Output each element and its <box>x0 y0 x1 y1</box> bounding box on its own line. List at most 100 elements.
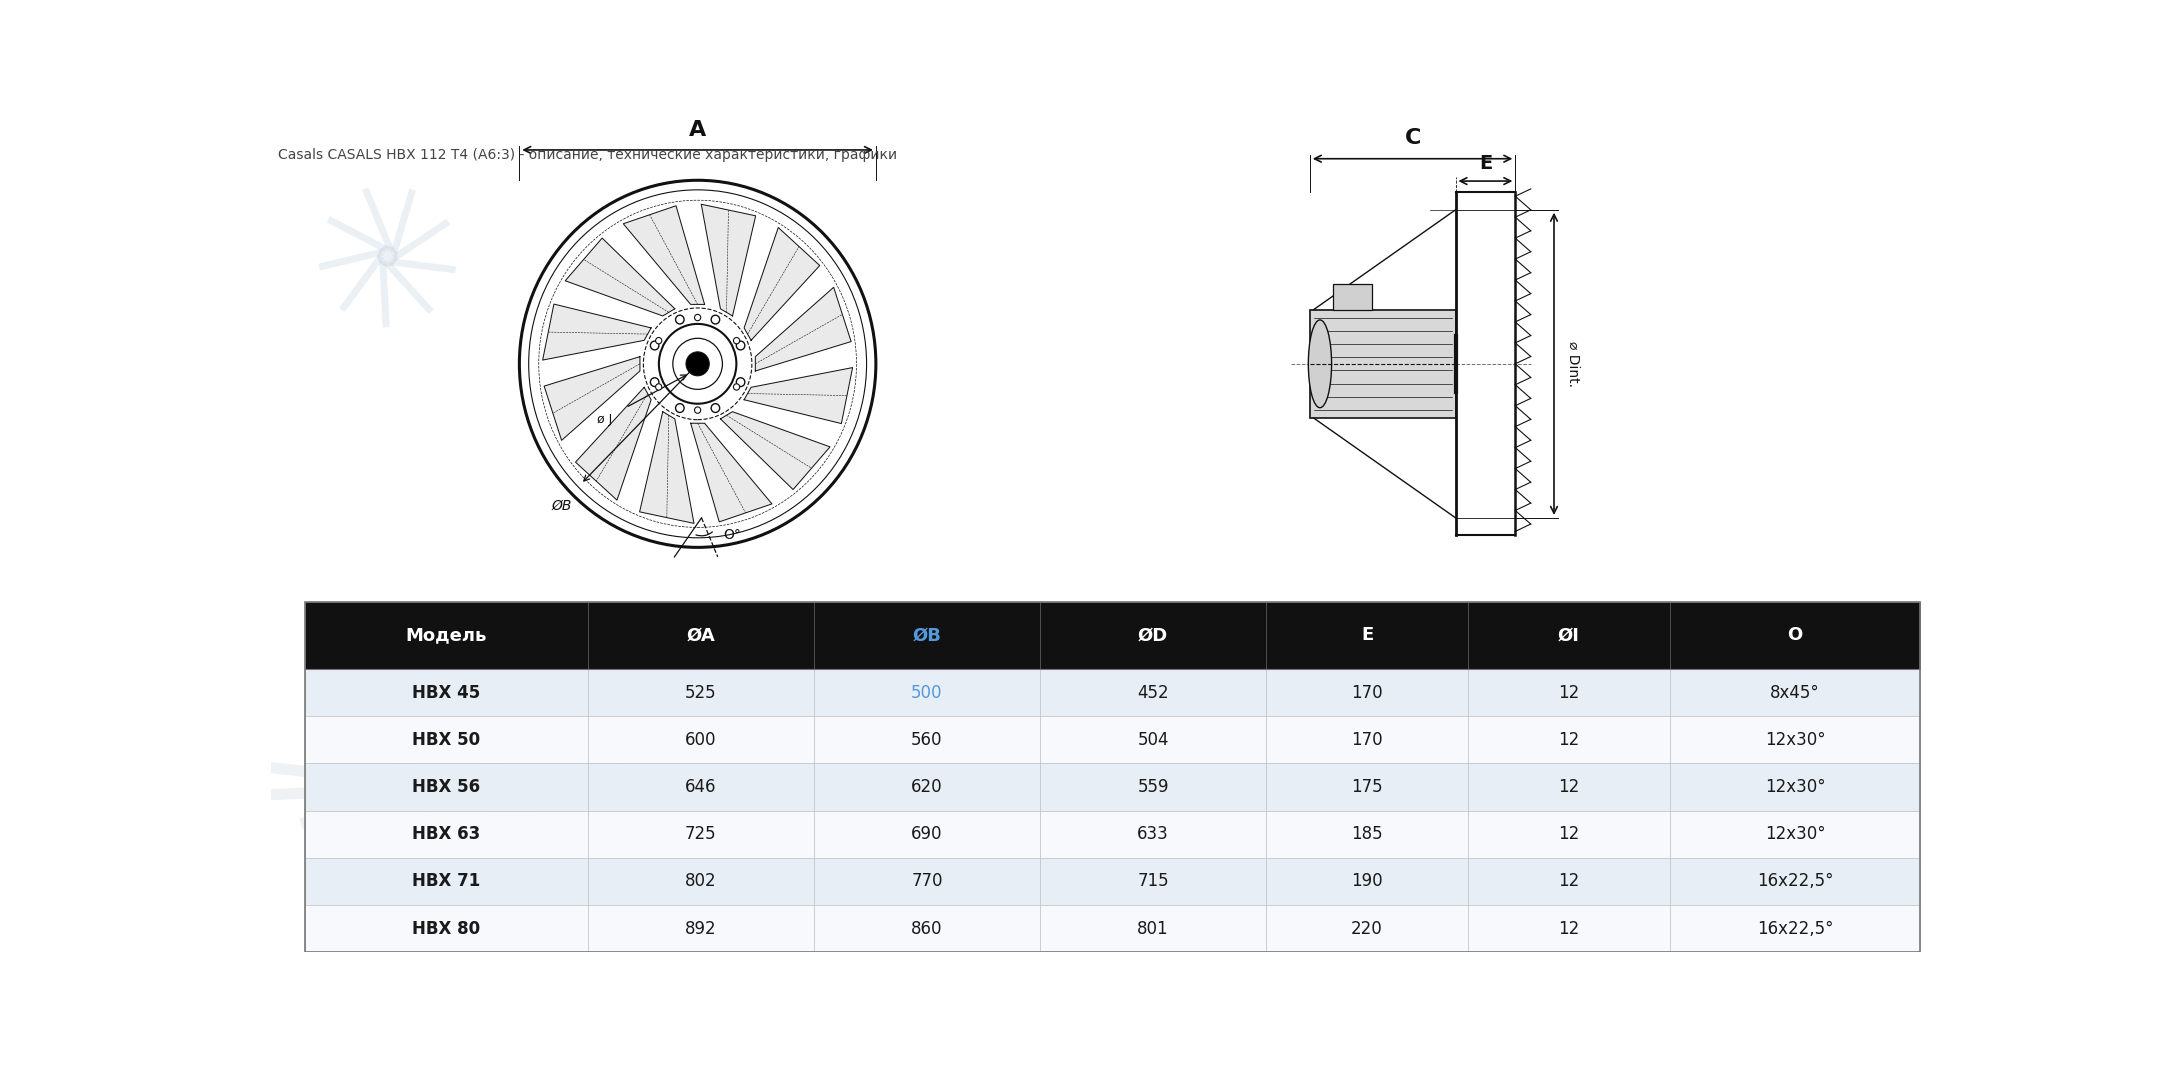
Text: A: A <box>688 120 706 140</box>
Text: HBX 80: HBX 80 <box>412 920 480 937</box>
Text: Модель: Модель <box>406 627 486 644</box>
Polygon shape <box>575 387 651 500</box>
FancyBboxPatch shape <box>1669 669 1921 716</box>
Text: ØI: ØI <box>1559 627 1580 644</box>
FancyBboxPatch shape <box>304 905 588 952</box>
FancyBboxPatch shape <box>1468 905 1669 952</box>
Circle shape <box>656 337 662 343</box>
FancyBboxPatch shape <box>814 763 1040 811</box>
Text: 12: 12 <box>1559 684 1580 702</box>
FancyBboxPatch shape <box>814 716 1040 763</box>
Circle shape <box>736 341 745 350</box>
FancyBboxPatch shape <box>588 811 814 858</box>
Text: 715: 715 <box>1138 872 1168 890</box>
Polygon shape <box>545 356 640 441</box>
Ellipse shape <box>1309 320 1331 408</box>
FancyBboxPatch shape <box>588 669 814 716</box>
Circle shape <box>686 352 710 376</box>
Text: 633: 633 <box>1138 825 1168 843</box>
Text: 801: 801 <box>1138 920 1168 937</box>
Text: HBX 50: HBX 50 <box>412 731 480 749</box>
Text: 12: 12 <box>1559 825 1580 843</box>
FancyBboxPatch shape <box>588 858 814 905</box>
FancyBboxPatch shape <box>1669 858 1921 905</box>
Polygon shape <box>721 412 829 490</box>
Text: 12: 12 <box>1559 872 1580 890</box>
FancyBboxPatch shape <box>1266 811 1468 858</box>
Polygon shape <box>640 412 695 523</box>
Text: 690: 690 <box>912 825 942 843</box>
Text: O°: O° <box>723 529 740 542</box>
Text: 190: 190 <box>1350 872 1383 890</box>
FancyBboxPatch shape <box>814 811 1040 858</box>
Text: 12x30°: 12x30° <box>1765 825 1826 843</box>
Text: ø J: ø J <box>597 413 612 426</box>
FancyBboxPatch shape <box>1468 669 1669 716</box>
Polygon shape <box>564 239 675 316</box>
Circle shape <box>734 384 740 391</box>
FancyBboxPatch shape <box>1309 309 1455 418</box>
Polygon shape <box>543 304 651 361</box>
Text: 12: 12 <box>1559 778 1580 796</box>
Polygon shape <box>745 228 821 340</box>
FancyBboxPatch shape <box>1669 763 1921 811</box>
Text: 12x30°: 12x30° <box>1765 731 1826 749</box>
Text: 892: 892 <box>684 920 716 937</box>
Text: 620: 620 <box>912 778 942 796</box>
Text: 220: 220 <box>1350 920 1383 937</box>
FancyBboxPatch shape <box>1266 716 1468 763</box>
Circle shape <box>378 246 397 265</box>
Text: ⌀ Dint.: ⌀ Dint. <box>1565 341 1580 387</box>
Polygon shape <box>745 368 853 424</box>
Text: 16x22,5°: 16x22,5° <box>1756 920 1832 937</box>
Text: 504: 504 <box>1138 731 1168 749</box>
FancyBboxPatch shape <box>814 905 1040 952</box>
FancyBboxPatch shape <box>1266 602 1468 669</box>
Text: 170: 170 <box>1350 731 1383 749</box>
Text: 500: 500 <box>912 684 942 702</box>
FancyBboxPatch shape <box>1669 602 1921 669</box>
Text: 725: 725 <box>684 825 716 843</box>
Circle shape <box>651 341 660 350</box>
Text: 170: 170 <box>1350 684 1383 702</box>
Text: E: E <box>1478 154 1491 173</box>
FancyBboxPatch shape <box>1040 716 1266 763</box>
FancyBboxPatch shape <box>1040 811 1266 858</box>
Text: 175: 175 <box>1350 778 1383 796</box>
Text: 646: 646 <box>686 778 716 796</box>
Polygon shape <box>756 288 851 371</box>
Text: 770: 770 <box>912 872 942 890</box>
FancyBboxPatch shape <box>1333 284 1372 309</box>
Circle shape <box>651 378 660 386</box>
FancyBboxPatch shape <box>1266 669 1468 716</box>
Text: ØB: ØB <box>912 627 942 644</box>
FancyBboxPatch shape <box>304 858 588 905</box>
FancyBboxPatch shape <box>1468 602 1669 669</box>
FancyBboxPatch shape <box>1040 669 1266 716</box>
FancyBboxPatch shape <box>814 602 1040 669</box>
Polygon shape <box>690 424 773 522</box>
FancyBboxPatch shape <box>588 716 814 763</box>
Text: 16x22,5°: 16x22,5° <box>1756 872 1832 890</box>
Text: 600: 600 <box>686 731 716 749</box>
Text: ØB: ØB <box>551 499 571 513</box>
Text: HBX 56: HBX 56 <box>412 778 480 796</box>
Text: HBX 71: HBX 71 <box>412 872 480 890</box>
Text: C: C <box>1405 128 1420 149</box>
Circle shape <box>712 403 719 412</box>
FancyBboxPatch shape <box>1266 905 1468 952</box>
Text: 12: 12 <box>1559 731 1580 749</box>
FancyBboxPatch shape <box>1468 763 1669 811</box>
FancyBboxPatch shape <box>1266 858 1468 905</box>
Text: 560: 560 <box>912 731 942 749</box>
Circle shape <box>656 384 662 391</box>
FancyBboxPatch shape <box>304 602 588 669</box>
FancyBboxPatch shape <box>1040 858 1266 905</box>
FancyBboxPatch shape <box>588 905 814 952</box>
Text: E: E <box>1361 627 1374 644</box>
Text: 12x30°: 12x30° <box>1765 778 1826 796</box>
FancyBboxPatch shape <box>304 716 588 763</box>
FancyBboxPatch shape <box>588 602 814 669</box>
Text: 8x45°: 8x45° <box>1769 684 1819 702</box>
Text: 525: 525 <box>684 684 716 702</box>
